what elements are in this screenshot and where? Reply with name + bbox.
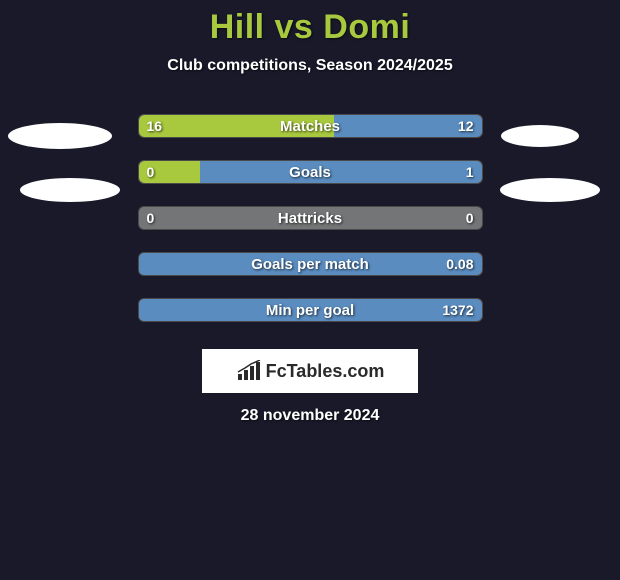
value-left: 0: [147, 161, 155, 183]
value-right: 1: [466, 161, 474, 183]
ellipse-marker: [500, 178, 600, 202]
bar-right-fill: [139, 253, 482, 275]
stat-row: 0 0Hattricks: [0, 195, 620, 241]
bar-track: 1372Min per goal: [138, 298, 483, 322]
value-right: 1372: [442, 299, 473, 321]
stat-row: 1372Min per goal: [0, 287, 620, 333]
ellipse-marker: [20, 178, 120, 202]
bar-left-fill: [139, 115, 335, 137]
bar-right-fill: [139, 299, 482, 321]
value-right: 0.08: [446, 253, 473, 275]
bar-track: 1612Matches: [138, 114, 483, 138]
bar-label: Hattricks: [139, 207, 482, 229]
stat-row: 0.08Goals per match: [0, 241, 620, 287]
bar-track: 01Goals: [138, 160, 483, 184]
value-right: 0: [466, 207, 474, 229]
bar-chart-icon: [236, 360, 262, 382]
value-right: 12: [458, 115, 474, 137]
bar-track: 0 0Hattricks: [138, 206, 483, 230]
value-left: 16: [147, 115, 163, 137]
logo-text: FcTables.com: [266, 361, 385, 382]
ellipse-marker: [501, 125, 579, 147]
date-label: 28 november 2024: [0, 407, 620, 425]
ellipse-marker: [8, 123, 112, 149]
bar-right-fill: [200, 161, 481, 183]
subtitle: Club competitions, Season 2024/2025: [0, 57, 620, 75]
value-left: 0: [147, 207, 155, 229]
page-title: Hill vs Domi: [0, 0, 620, 47]
bar-track: 0.08Goals per match: [138, 252, 483, 276]
logo-badge: FcTables.com: [202, 349, 418, 393]
